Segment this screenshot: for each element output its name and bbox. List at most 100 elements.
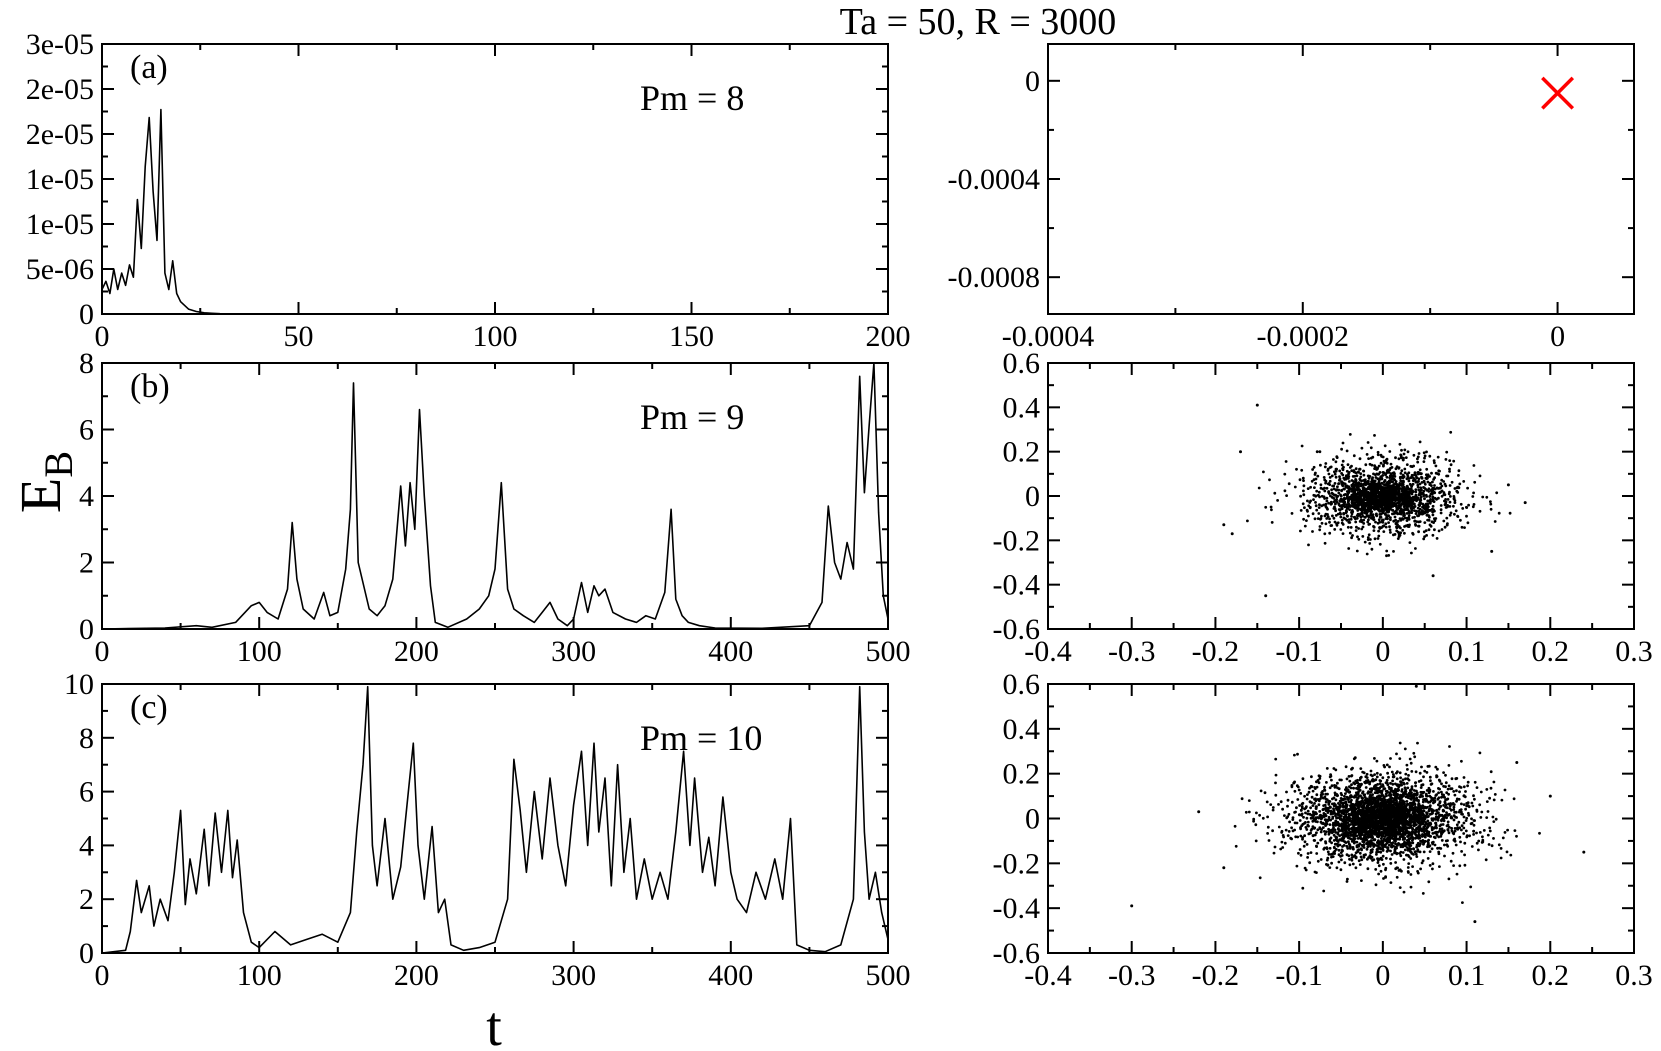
scatter-point — [1323, 832, 1327, 836]
scatter-point — [1399, 854, 1403, 858]
scatter-point — [1341, 459, 1345, 463]
scatter-point — [1389, 849, 1392, 853]
scatter-point — [1293, 789, 1297, 793]
scatter-point — [1404, 844, 1407, 848]
scatter-point — [1309, 831, 1312, 835]
scatter-point — [1428, 800, 1432, 804]
scatter-point — [1398, 741, 1402, 745]
scatter-point — [1376, 499, 1380, 503]
scatter-point — [1435, 808, 1438, 812]
scatter-point — [1326, 856, 1330, 860]
scatter-point — [1480, 841, 1484, 844]
scatter-point — [1439, 482, 1443, 486]
scatter-point — [1411, 827, 1414, 830]
scatter-point — [1331, 514, 1334, 518]
scatter-point — [1264, 505, 1268, 509]
series-line-b-0 — [102, 363, 888, 629]
scatter-point — [1431, 486, 1434, 490]
scatter-point — [1455, 797, 1459, 801]
scatter-point — [1495, 491, 1499, 495]
scatter-point — [1302, 489, 1305, 493]
scatter-point — [1339, 528, 1343, 531]
scatter-point — [1401, 851, 1405, 854]
scatter-point — [1296, 752, 1299, 756]
scatter-point — [1478, 474, 1482, 478]
scatter-point — [1365, 552, 1369, 556]
scatter-point — [1436, 767, 1439, 771]
scatter-point — [1418, 834, 1422, 838]
scatter-point — [1462, 803, 1466, 806]
scatter-point — [1335, 866, 1339, 870]
scatter-point — [1418, 771, 1422, 775]
scatter-point — [1382, 530, 1386, 533]
scatter-point — [1453, 501, 1457, 504]
scatter-point — [1230, 532, 1234, 536]
scatter-point — [1423, 521, 1427, 524]
scatter-point — [1385, 763, 1389, 767]
scatter-point — [1424, 794, 1428, 798]
scatter-point — [1326, 792, 1329, 796]
scatter-point — [1404, 494, 1407, 497]
scatter-point — [1348, 521, 1352, 524]
scatter-point — [1297, 788, 1301, 792]
scatter-point — [1440, 818, 1443, 822]
scatter-point — [1377, 864, 1381, 868]
scatter-point — [1369, 446, 1373, 450]
scatter-point — [1346, 847, 1350, 850]
scatter-point — [1320, 521, 1324, 525]
x-axis-title: t — [486, 996, 502, 1051]
scatter-point — [1394, 480, 1398, 483]
scatter-point — [1320, 514, 1323, 518]
scatter-point — [1397, 535, 1401, 538]
scatter-point — [1401, 479, 1405, 483]
scatter-point — [1348, 857, 1351, 861]
scatter-point — [1409, 504, 1413, 507]
scatter-point — [1369, 486, 1372, 490]
scatter-point — [1369, 798, 1373, 801]
scatter-point — [1345, 880, 1349, 883]
scatter-point — [1445, 516, 1449, 520]
scatter-point — [1449, 430, 1453, 434]
x-tick-label: -0.1 — [1275, 635, 1323, 668]
scatter-point — [1305, 797, 1309, 801]
y-tick-label: 2e-05 — [26, 73, 94, 106]
scatter-point — [1503, 831, 1507, 834]
scatter-point — [1412, 751, 1416, 755]
scatter-point — [1416, 848, 1420, 852]
scatter-point — [1373, 537, 1377, 541]
scatter-point — [1430, 847, 1434, 851]
scatter-point — [1378, 527, 1382, 530]
scatter-point — [1359, 475, 1363, 479]
x-tick-label: 0 — [95, 635, 110, 668]
scatter-point — [1370, 480, 1373, 484]
scatter-point — [1284, 828, 1288, 832]
scatter-point — [1338, 834, 1341, 838]
scatter-point — [1286, 798, 1290, 802]
scatter-point — [1413, 519, 1417, 523]
scatter-point — [1365, 772, 1369, 776]
scatter-point — [1431, 574, 1435, 578]
scatter-point — [1417, 511, 1421, 515]
scatter-point — [1399, 479, 1403, 483]
scatter-point — [1431, 495, 1435, 499]
scatter-point — [1446, 839, 1449, 842]
scatter-point — [1420, 765, 1423, 769]
scatter-point — [1370, 506, 1373, 510]
scatter-point — [1367, 518, 1370, 522]
scatter-point — [1294, 835, 1298, 839]
scatter-point — [1436, 472, 1439, 475]
scatter-point — [1337, 860, 1341, 864]
scatter-point — [1489, 786, 1493, 790]
scatter-point — [1341, 802, 1345, 806]
scatter-point — [1317, 774, 1321, 778]
scatter-point — [1321, 796, 1325, 800]
scatter-point — [1330, 491, 1334, 495]
scatter-point — [1479, 790, 1483, 794]
scatter-point — [1349, 786, 1353, 790]
scatter-point — [1344, 828, 1348, 832]
scatter-point — [1416, 836, 1420, 840]
scatter-point — [1406, 777, 1410, 781]
scatter-point — [1302, 844, 1306, 848]
scatter-point — [1475, 810, 1479, 813]
scatter-point — [1307, 543, 1310, 547]
